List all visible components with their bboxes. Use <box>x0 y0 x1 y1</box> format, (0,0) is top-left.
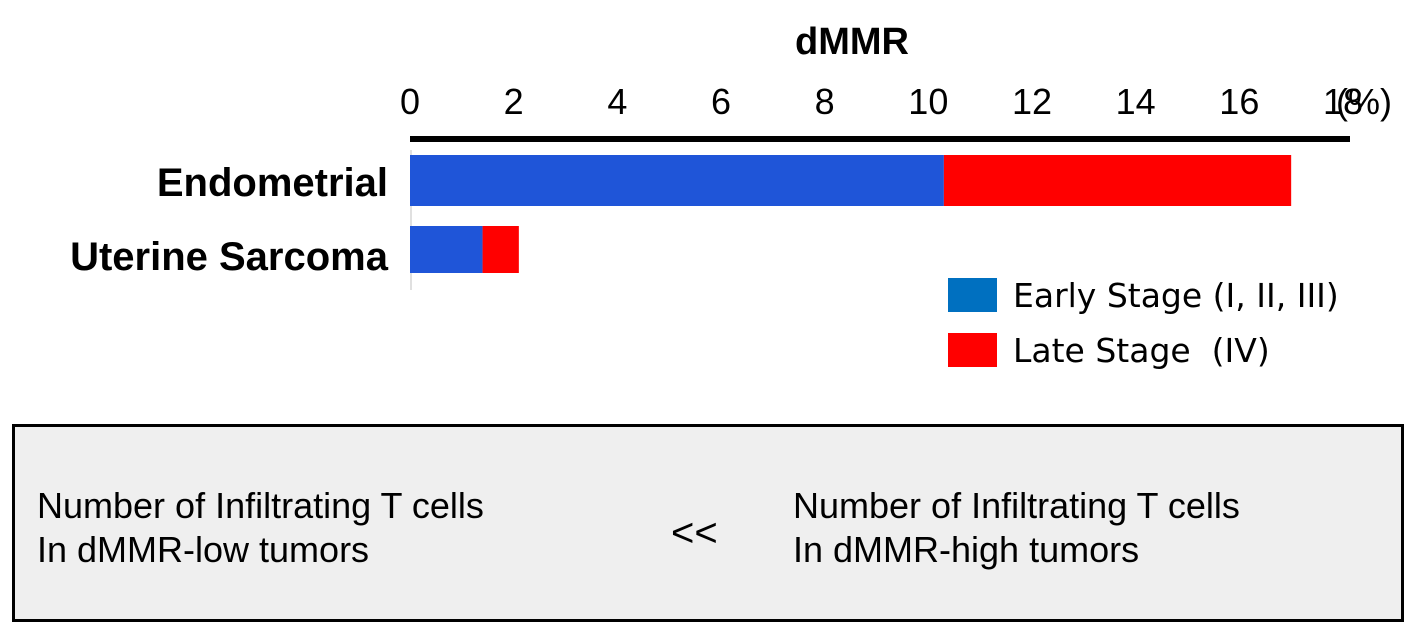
x-tick-label: 12 <box>1012 81 1052 122</box>
note-left-line-2: In dMMR-low tumors <box>37 529 370 570</box>
category-labels: Endometrial Uterine Sarcoma <box>70 161 389 279</box>
legend-label-late-stage: Late Stage (IV) <box>1013 331 1270 370</box>
x-tick-label: 16 <box>1219 81 1259 122</box>
note-left-text: Number of Infiltrating T cells In dMMR-l… <box>37 484 484 572</box>
x-tick-label: 6 <box>711 81 731 122</box>
note-right-text: Number of Infiltrating T cells In dMMR-h… <box>793 484 1240 572</box>
bar-segment <box>410 155 944 206</box>
bar-segment <box>410 226 483 273</box>
x-tick-label: 2 <box>504 81 524 122</box>
x-tick-label: 4 <box>607 81 627 122</box>
chart-title: dMMR <box>795 21 909 63</box>
x-tick-label: 14 <box>1116 81 1156 122</box>
note-left-line-1: Number of Infiltrating T cells <box>37 485 484 526</box>
legend-swatch-late-stage <box>948 333 997 367</box>
x-tick-label: 8 <box>815 81 835 122</box>
category-label: Uterine Sarcoma <box>70 235 389 279</box>
much-less-than-operator: << <box>671 511 718 555</box>
x-tick-label: 10 <box>908 81 948 122</box>
legend-label-early-stage: Early Stage (I, II, III) <box>1013 276 1339 315</box>
bar-segment <box>482 226 519 273</box>
x-tick-label: 18 <box>1323 81 1363 122</box>
comparison-note-box: Number of Infiltrating T cells In dMMR-l… <box>12 424 1404 622</box>
bar-segment <box>943 155 1292 206</box>
stacked-bar-chart: dMMR 0 2 4 6 8 10 12 14 16 18 (%) Endometrial Uter… <box>70 21 1392 370</box>
category-label: Endometrial <box>157 161 388 205</box>
note-right-line-1: Number of Infiltrating T cells <box>793 485 1240 526</box>
legend-swatch-early-stage <box>948 278 997 312</box>
legend: Early Stage (I, II, III) Late Stage (IV) <box>948 276 1339 370</box>
x-tick-label: 0 <box>400 81 420 122</box>
x-tick-labels: 0 2 4 6 8 10 12 14 16 18 <box>400 81 1363 122</box>
note-right-line-2: In dMMR-high tumors <box>793 529 1140 570</box>
bars <box>410 155 1292 273</box>
unit-label: (%) <box>1336 81 1392 122</box>
